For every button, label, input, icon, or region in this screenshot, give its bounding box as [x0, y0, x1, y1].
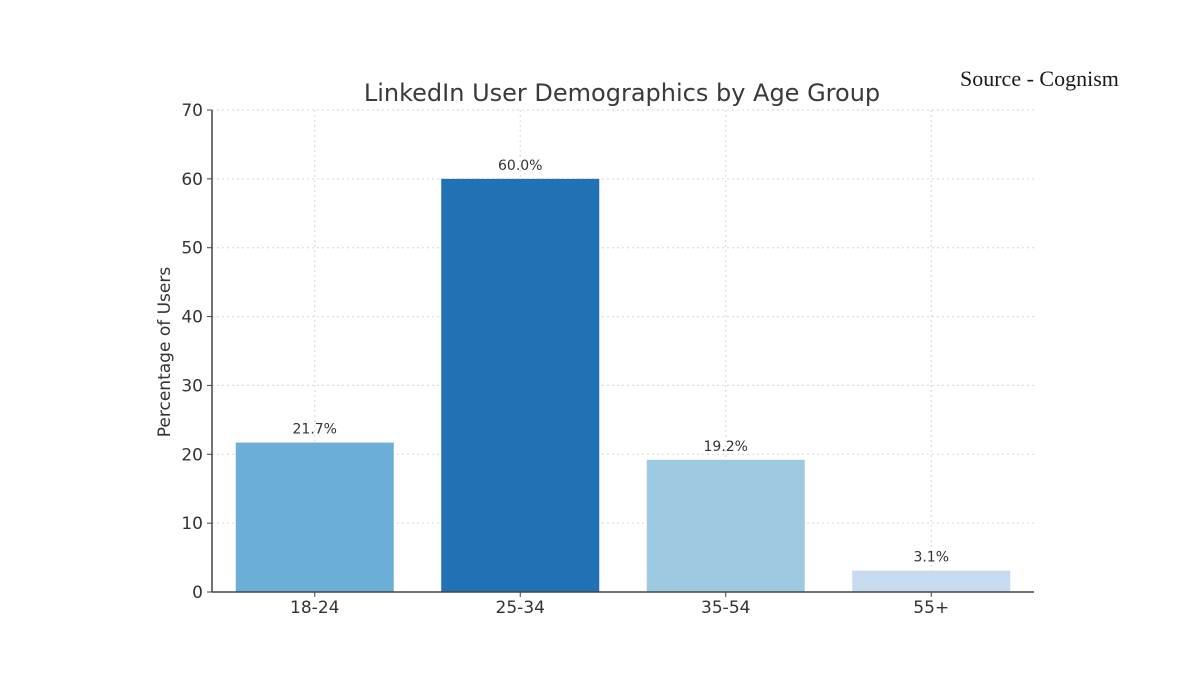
chart-title: LinkedIn User Demographics by Age Group: [364, 79, 880, 107]
y-tick-label: 50: [181, 239, 203, 259]
data-label-25-34: 60.0%: [498, 158, 542, 174]
x-tick-label: 18-24: [290, 598, 339, 618]
bar-55+: [852, 570, 1011, 592]
y-tick-labels: 0 10 20 30 40 50 60 70: [181, 101, 203, 603]
y-tick-label: 10: [181, 514, 203, 534]
x-tick-label: 55+: [913, 598, 949, 618]
data-label-35-54: 19.2%: [704, 439, 748, 455]
bars: [235, 178, 1011, 592]
data-labels: 21.7% 60.0% 19.2% 3.1%: [293, 158, 950, 566]
y-tick-label: 0: [192, 583, 203, 603]
axes: [207, 109, 1034, 597]
y-axis-label: Percentage of Users: [155, 267, 175, 438]
bar-18-24: [235, 442, 394, 592]
x-tick-labels: 18-24 25-34 35-54 55+: [290, 598, 949, 618]
y-tick-label: 20: [181, 445, 203, 465]
y-tick-label: 40: [181, 308, 203, 328]
bar-25-34: [441, 178, 600, 592]
y-tick-label: 70: [181, 101, 203, 121]
y-tick-label: 60: [181, 170, 203, 190]
data-label-18-24: 21.7%: [293, 422, 337, 438]
data-label-55+: 3.1%: [913, 550, 949, 566]
x-tick-label: 35-54: [701, 598, 750, 618]
bar-35-54: [646, 459, 805, 592]
y-tick-label: 30: [181, 376, 203, 396]
source-note: Source - Cognism: [960, 66, 1119, 91]
x-tick-label: 25-34: [496, 598, 545, 618]
